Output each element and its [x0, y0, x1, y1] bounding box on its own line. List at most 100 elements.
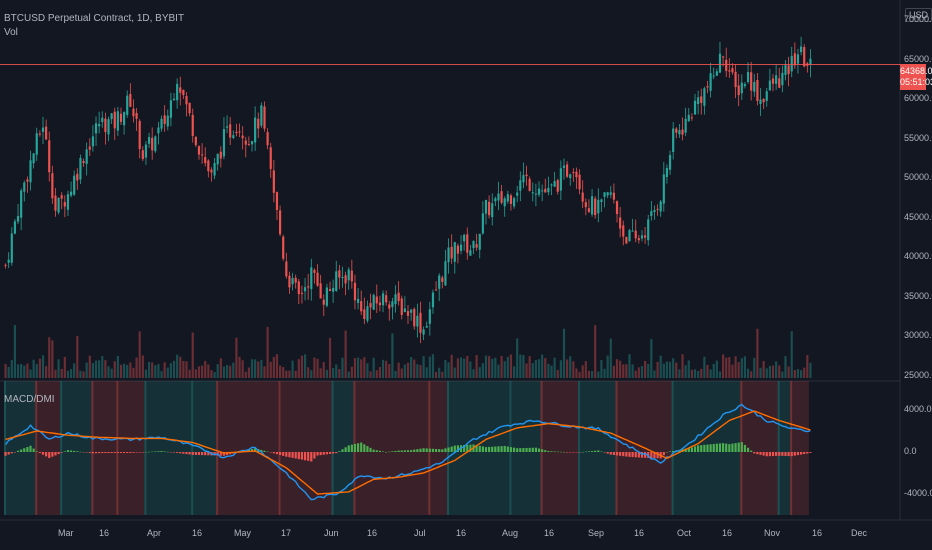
candle-body — [615, 201, 619, 215]
candle-body — [606, 192, 609, 196]
candle-body — [216, 153, 219, 165]
candle-body — [799, 46, 803, 53]
candle-body — [151, 137, 154, 151]
candle-body — [759, 99, 762, 104]
volume-bar — [497, 364, 500, 378]
time-axis-label: 16 — [634, 528, 645, 538]
volume-bar — [743, 356, 747, 378]
candle-body — [734, 71, 737, 88]
candle-body — [619, 217, 622, 229]
volume-bar — [182, 360, 185, 378]
indicator-legend[interactable]: MACD/DMI — [4, 394, 55, 405]
volume-bar — [803, 367, 806, 378]
macd-histogram-bar — [731, 443, 734, 452]
candle-body — [310, 267, 313, 289]
macd-histogram-bar — [587, 451, 591, 452]
candle-body — [675, 128, 678, 133]
macd-histogram-bar — [76, 451, 79, 452]
volume-bar — [562, 328, 566, 378]
candle-body — [325, 287, 328, 306]
candle-body — [678, 130, 681, 135]
candle-body — [750, 72, 753, 91]
volume-bar — [768, 365, 771, 378]
macd-histogram-bar — [575, 452, 578, 453]
volume-bar — [650, 339, 653, 378]
macd-histogram-bar — [697, 445, 700, 452]
candle-body — [778, 78, 781, 88]
macd-histogram-bar — [771, 452, 775, 457]
volume-bar — [207, 364, 210, 378]
volume-bar — [23, 365, 26, 378]
candle-body — [266, 132, 269, 146]
macd-histogram-bar — [566, 452, 569, 453]
volume-bar — [123, 363, 126, 378]
candle-body — [484, 199, 488, 214]
macd-histogram-bar — [207, 452, 210, 456]
macd-histogram-bar — [13, 452, 17, 453]
volume-bar — [325, 369, 328, 378]
dmi-regime-edge-1 — [35, 381, 38, 515]
price-scale-label: 50000.0 — [904, 172, 932, 183]
volume-bar — [397, 362, 400, 378]
candle-body — [488, 201, 491, 216]
price-scale-label: 55000.0 — [904, 132, 932, 143]
candle-body — [235, 131, 238, 134]
candle-body — [731, 68, 734, 73]
candle-body — [263, 106, 266, 129]
dmi-regime-11 — [428, 381, 447, 515]
macd-histogram-bar — [522, 448, 525, 452]
volume-bar — [94, 360, 98, 378]
candle-body — [113, 111, 116, 129]
macd-histogram-bar — [419, 448, 422, 452]
volume-bar — [32, 359, 35, 378]
volume-bar — [753, 357, 756, 378]
candle-body — [512, 198, 516, 207]
dmi-regime-edge-19 — [777, 381, 780, 515]
volume-bar — [132, 367, 135, 378]
volume-bar — [759, 367, 762, 378]
macd-histogram-bar — [151, 451, 154, 453]
candle-body — [550, 184, 553, 186]
candle-body — [63, 202, 66, 207]
macd-histogram-bar — [366, 446, 369, 452]
symbol-title[interactable]: BTCUSD Perpetual Contract, 1D, BYBIT — [4, 13, 185, 24]
candle-body — [350, 270, 353, 282]
macd-histogram-bar — [665, 452, 669, 453]
indicator-scale-label: 0.0 — [904, 446, 917, 456]
candle-body — [544, 188, 547, 193]
volume-bar — [16, 364, 20, 378]
candle-body — [369, 303, 372, 308]
volume-bar — [687, 360, 690, 378]
macd-histogram-bar — [612, 452, 615, 456]
candle-body — [169, 100, 172, 118]
volume-bar — [537, 359, 541, 378]
price-scale-label: 65000.0 — [904, 53, 932, 64]
macd-histogram-bar — [743, 444, 747, 452]
macd-histogram-bar — [672, 450, 675, 452]
volume-bar — [154, 365, 157, 378]
candle-body — [668, 155, 672, 170]
volume-bar — [478, 367, 481, 378]
volume-bar — [469, 361, 472, 378]
volume-bar — [550, 365, 553, 378]
volume-bar — [372, 357, 375, 378]
candle-body — [503, 198, 506, 207]
candle-body — [584, 202, 587, 208]
volume-bar — [385, 360, 388, 378]
volume-bar — [272, 356, 275, 378]
volume-bar — [113, 361, 116, 378]
candle-body — [562, 165, 566, 168]
volume-bar — [594, 325, 597, 378]
volume-bar — [778, 365, 781, 378]
macd-histogram-bar — [397, 450, 400, 452]
volume-bar — [459, 357, 463, 378]
macd-histogram-bar — [38, 452, 41, 454]
macd-histogram-bar — [372, 449, 375, 452]
candle-body — [600, 199, 603, 203]
macd-histogram-bar — [721, 443, 725, 452]
volume-label[interactable]: Vol — [4, 27, 18, 38]
volume-bar — [622, 364, 625, 378]
volume-bar — [534, 360, 537, 378]
